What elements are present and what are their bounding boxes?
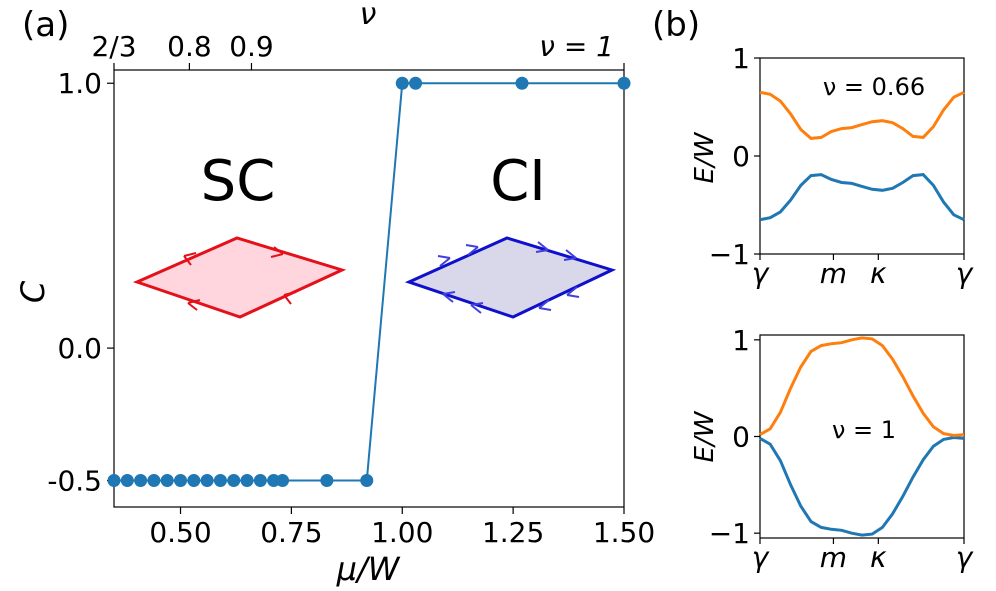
x-tick-label: m [820,541,847,574]
data-point [617,76,631,90]
data-point [515,76,529,90]
y-tick-label: 0.0 [57,332,102,365]
x-tick-label: γ [956,541,974,574]
y-axis-label: C [14,280,52,303]
y-tick-label: 0 [732,140,750,173]
data-point [147,474,161,488]
panel-b-top: γ m κ γ 1 0 −1 [709,42,974,290]
data-point [187,474,201,488]
y-tick-label: 1 [732,42,750,75]
sc-diamond [132,236,347,319]
b-bottom-nu-label: ν = 1 [832,416,896,444]
x-tick-label: κ [870,541,887,574]
arrow-icon [566,286,580,298]
y-tick-label: 0 [732,421,750,454]
top-axis-ticks: 2/3 0.8 0.9 ν = 1 [91,30,625,70]
y-tick-label: −1 [709,517,750,550]
arrow-icon [283,291,297,305]
x-tick-label: 1.25 [482,516,544,549]
band-line [759,90,965,140]
data-point [134,474,148,488]
data-point [174,474,188,488]
data-point [160,474,174,488]
data-point [200,474,214,488]
data-point [253,474,267,488]
arrow-icon [563,249,577,261]
arrow-icon [437,255,451,267]
x-tick-label: γ [956,257,974,290]
arrow-icon [535,241,549,253]
data-point [213,474,227,488]
sc-label: SC [201,149,276,214]
b-top-nu-label: ν = 0.66 [823,73,925,101]
arrow-icon [465,244,479,256]
top-tick-label: 2/3 [91,30,136,63]
x-tick-label: m [820,257,847,290]
y-tick-label: -0.5 [47,465,102,498]
ci-label: CI [490,149,546,214]
band-line [759,336,965,438]
y-tick-label: 1 [732,324,750,357]
arrow-icon [270,246,284,258]
x-axis-label: μ/W [336,550,401,588]
data-point [227,474,241,488]
arrow-icon [187,299,201,311]
y-tick-label: −1 [709,238,750,271]
arrow-icon [442,291,456,303]
data-point [409,76,423,90]
x-tick-label: 0.75 [260,516,322,549]
b-bottom-ylabel: E/W [690,410,720,462]
top-axis-label: ν [360,0,377,32]
panel-a-label: (a) [22,5,69,45]
plot-area-a [113,69,625,508]
arrow-icon [538,299,552,311]
data-point [360,474,374,488]
data-point [320,474,334,488]
x-tick-label: γ [752,541,770,574]
x-tick-label: 1.50 [593,516,655,549]
band-line [759,173,965,222]
arrow-icon [183,252,197,266]
x-tick-label: κ [870,257,887,290]
arrow-icon [470,302,484,314]
data-point [276,474,290,488]
band-line [759,435,965,537]
x-tick-label: 0.50 [149,516,211,549]
data-point [240,474,254,488]
y-tick-label: 1.0 [57,67,102,100]
panel-a-ticks: 0.50 0.75 1.00 1.25 1.50 -0.5 0.0 1.0 [47,67,655,549]
top-tick-label: 0.9 [229,30,274,63]
top-tick-label: 0.8 [167,30,212,63]
x-tick-label: 1.00 [371,516,433,549]
ci-diamond [404,236,617,319]
panel-a-series [107,76,631,488]
b-top-ylabel: E/W [690,131,720,183]
x-tick-label: γ [752,257,770,290]
panel-b-bottom: γ m κ γ 1 0 −1 [709,324,974,574]
data-point [107,474,121,488]
data-point [120,474,134,488]
data-point [395,76,409,90]
panel-b-label: (b) [652,5,700,45]
top-tick-label: ν = 1 [539,30,614,63]
